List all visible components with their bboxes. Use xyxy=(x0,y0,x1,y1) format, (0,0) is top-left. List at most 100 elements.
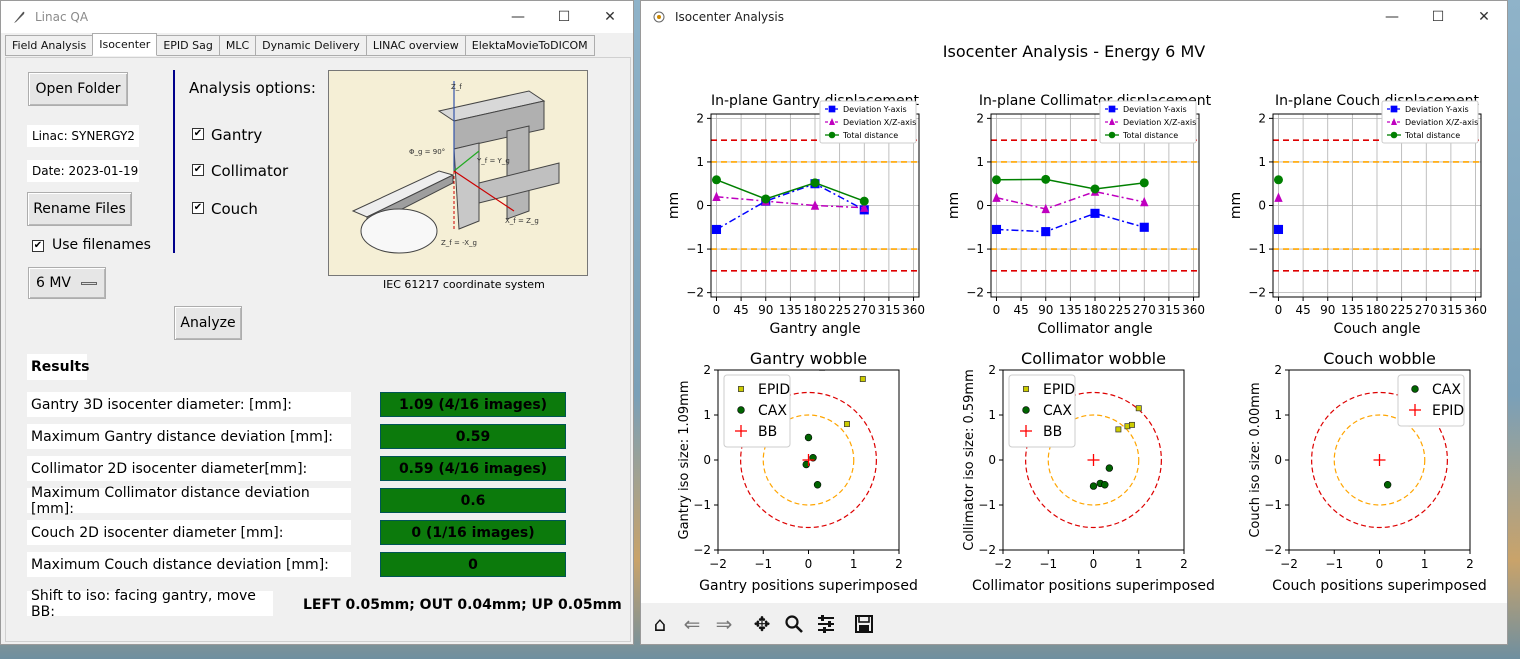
x-tick-label: 180 xyxy=(1084,303,1107,317)
x-tick-label: −2 xyxy=(994,557,1012,571)
result-label-collimator-deviation: Maximum Collimator distance deviation [m… xyxy=(27,485,351,517)
tab-dynamic-delivery[interactable]: Dynamic Delivery xyxy=(255,35,367,56)
x-tick-label: −2 xyxy=(709,557,727,571)
result-label-couch-deviation: Maximum Couch distance deviation [mm]: xyxy=(27,552,351,577)
scatter-point-1 xyxy=(813,481,822,489)
open-folder-button[interactable]: Open Folder xyxy=(28,72,128,106)
data-point-1 xyxy=(1140,196,1149,207)
scatter-point-1 xyxy=(804,433,813,442)
couch-checkbox[interactable]: ✔ xyxy=(192,202,204,214)
series-line-1 xyxy=(996,190,1145,210)
tab-bar: Field Analysis Isocenter EPID Sag MLC Dy… xyxy=(5,33,595,57)
x-tick-label: 1 xyxy=(850,557,858,571)
scatter-point-0 xyxy=(859,376,866,382)
x-tick-label: 0 xyxy=(1376,557,1384,571)
legend-marker xyxy=(1390,131,1398,139)
plot-contents xyxy=(740,370,877,529)
x-tick-label: 225 xyxy=(1390,303,1413,317)
dropdown-indicator-icon xyxy=(81,282,97,285)
y-tick-label: 0 xyxy=(703,453,711,467)
tab-isocenter[interactable]: Isocenter xyxy=(92,33,158,56)
y-tick-label: −2 xyxy=(1248,286,1266,300)
scatter-point-1 xyxy=(1089,482,1098,490)
y-tick-label: 1 xyxy=(703,408,711,422)
x-tick-label: 225 xyxy=(1108,303,1131,317)
legend-label: CAX xyxy=(758,403,787,419)
data-point-2 xyxy=(1139,178,1149,188)
legend-label: Total distance xyxy=(1122,131,1178,140)
analyze-button[interactable]: Analyze xyxy=(174,306,242,340)
scatter-point-1 xyxy=(1373,454,1386,466)
x-tick-label: 0 xyxy=(993,303,1001,317)
result-value-couch-diameter: 0 (1/16 images) xyxy=(380,520,566,545)
y-axis-label: mm xyxy=(946,192,962,219)
y-tick-label: −1 xyxy=(966,242,984,256)
tab-epid-sag[interactable]: EPID Sag xyxy=(156,35,220,56)
y-tick-label: 2 xyxy=(1258,111,1266,125)
tolerance-circle xyxy=(1025,391,1162,529)
series-line-0 xyxy=(996,212,1145,233)
x-tick-label: 45 xyxy=(1295,303,1310,317)
x-tick-label: 315 xyxy=(1439,303,1462,317)
legend-box xyxy=(1381,100,1479,144)
figure-svg: Isocenter Analysis - Energy 6 MV 0 45 90 13… xyxy=(666,42,1487,594)
y-axis-label: Collimator iso size: 0.59mm xyxy=(962,369,977,551)
diagram-label-yf: Y_f = Y_g xyxy=(477,157,510,165)
minimize-icon[interactable]: — xyxy=(511,9,525,25)
y-tick-label: −2 xyxy=(693,543,711,557)
result-label-couch-diameter: Couch 2D isocenter diameter [mm]: xyxy=(27,520,351,545)
linac-illustration xyxy=(351,81,560,254)
x-tick-label: −1 xyxy=(1325,557,1343,571)
zoom-icon[interactable] xyxy=(779,609,809,639)
home-icon[interactable]: ⌂ xyxy=(653,611,667,636)
x-tick-label: 1 xyxy=(1421,557,1429,571)
y-tick-label: 2 xyxy=(988,363,996,377)
navigation-toolbar: ⌂ ⇐ ⇒ ✥ xyxy=(641,603,1507,644)
legend-marker xyxy=(1391,118,1397,125)
tab-linac-overview[interactable]: LINAC overview xyxy=(365,35,466,56)
energy-select[interactable]: 6 MV xyxy=(28,267,106,299)
series-line-2 xyxy=(996,178,1145,190)
separator-line xyxy=(173,70,175,253)
pan-icon[interactable]: ✥ xyxy=(753,611,771,636)
figure-canvas[interactable]: Isocenter Analysis - Energy 6 MV 0 45 90 13… xyxy=(641,33,1507,603)
right-titlebar[interactable]: Isocenter Analysis — ☐ ✕ xyxy=(641,1,1507,33)
tab-elekta-movie[interactable]: ElektaMovieToDICOM xyxy=(464,35,595,56)
data-point-1 xyxy=(810,200,820,210)
legend-label: BB xyxy=(1043,424,1062,440)
data-point-1 xyxy=(1041,203,1050,214)
left-titlebar[interactable]: Linac QA — ☐ ✕ xyxy=(1,1,633,33)
maximize-icon[interactable]: ☐ xyxy=(557,9,571,25)
close-icon[interactable]: ✕ xyxy=(1478,9,1490,25)
x-tick-label: 0 xyxy=(713,303,721,317)
legend-box xyxy=(819,100,917,144)
y-tick-label: 0 xyxy=(1258,199,1266,213)
result-label-gantry-deviation: Maximum Gantry distance deviation [mm]: xyxy=(27,424,351,449)
forward-icon[interactable]: ⇒ xyxy=(715,611,733,636)
legend-label: Deviation X/Z-axis xyxy=(843,118,916,127)
tab-field-analysis[interactable]: Field Analysis xyxy=(5,35,94,56)
scatter-point-0 xyxy=(1115,426,1122,433)
x-tick-label: 0 xyxy=(1090,557,1098,571)
tolerance-circle xyxy=(740,391,877,529)
close-icon[interactable]: ✕ xyxy=(604,9,616,25)
save-icon[interactable] xyxy=(849,609,879,639)
x-tick-label: 45 xyxy=(733,303,748,317)
gantry-option-label: Gantry xyxy=(211,126,263,144)
x-tick-label: 315 xyxy=(877,303,900,317)
legend-marker xyxy=(1411,385,1419,393)
date-label: Date: 2023-01-19 xyxy=(27,160,139,182)
maximize-icon[interactable]: ☐ xyxy=(1431,9,1445,25)
collimator-checkbox[interactable]: ✔ xyxy=(192,164,204,176)
legend-label: Total distance xyxy=(842,131,898,140)
minimize-icon[interactable]: — xyxy=(1385,9,1399,25)
configure-icon[interactable] xyxy=(811,609,841,639)
x-tick-label: −2 xyxy=(1280,557,1298,571)
gantry-checkbox[interactable]: ✔ xyxy=(192,128,204,140)
back-icon[interactable]: ⇐ xyxy=(683,611,701,636)
use-filenames-checkbox[interactable]: ✔ xyxy=(32,240,44,252)
tab-mlc[interactable]: MLC xyxy=(218,35,257,56)
y-tick-label: 0 xyxy=(1274,453,1282,467)
rename-files-button[interactable]: Rename Files xyxy=(27,192,132,226)
legend-marker xyxy=(1108,105,1116,113)
